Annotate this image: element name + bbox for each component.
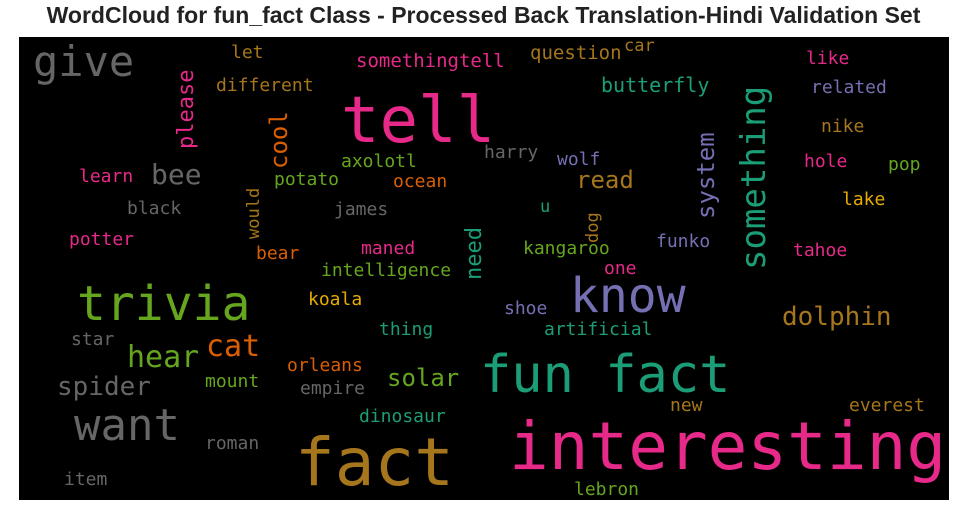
wordcloud-canvas: interesting fact tell fun fact know trivia wan…	[19, 37, 949, 500]
word-cool: cool	[265, 111, 293, 169]
word-koala: koala	[308, 289, 363, 310]
word-trivia: trivia	[77, 276, 251, 332]
word-james: james	[334, 199, 389, 220]
word-dolphin: dolphin	[782, 302, 892, 332]
word-kangaroo: kangaroo	[523, 238, 610, 259]
word-read: read	[576, 166, 634, 194]
word-item: item	[64, 469, 108, 490]
word-tell: tell	[341, 84, 496, 158]
word-related: related	[811, 77, 887, 98]
word-cat: cat	[206, 329, 261, 364]
word-spider: spider	[57, 372, 151, 402]
word-bee: bee	[151, 158, 202, 191]
word-empire: empire	[300, 378, 366, 399]
word-system: system	[692, 132, 720, 219]
word-potter: potter	[69, 229, 135, 250]
word-nike: nike	[821, 116, 865, 137]
word-hear: hear	[127, 340, 200, 375]
word-wolf: wolf	[557, 149, 601, 170]
word-shoe: shoe	[504, 298, 548, 319]
word-know: know	[570, 268, 686, 324]
word-harry: harry	[484, 142, 539, 163]
word-u: u	[540, 197, 551, 217]
word-ocean: ocean	[393, 171, 448, 192]
word-mount: mount	[205, 371, 260, 392]
word-please: please	[174, 69, 199, 149]
word-like: like	[806, 48, 850, 69]
word-need: need	[462, 227, 487, 280]
word-black: black	[127, 198, 182, 219]
word-hole: hole	[804, 151, 848, 172]
word-star: star	[71, 329, 115, 350]
word-new: new	[670, 395, 703, 416]
word-funko: funko	[656, 231, 711, 252]
chart-title: WordCloud for fun_fact Class - Processed…	[46, 2, 921, 28]
word-fun-fact: fun fact	[480, 345, 731, 405]
word-somethingtell: somethingtell	[356, 50, 505, 72]
word-orleans: orleans	[287, 355, 363, 376]
word-give: give	[33, 37, 135, 86]
word-one: one	[604, 258, 637, 279]
word-thing: thing	[379, 319, 434, 340]
word-lake: lake	[842, 189, 886, 210]
word-dinosaur: dinosaur	[359, 406, 446, 427]
word-interesting: interesting	[509, 408, 947, 485]
word-everest: everest	[849, 395, 925, 416]
word-car: car	[624, 37, 655, 56]
word-axolotl: axolotl	[341, 151, 417, 172]
word-fact: fact	[295, 424, 454, 500]
word-would: would	[244, 187, 264, 239]
word-artificial: artificial	[544, 319, 653, 340]
word-potato: potato	[274, 169, 340, 190]
word-butterfly: butterfly	[601, 73, 710, 97]
word-roman: roman	[205, 433, 260, 454]
word-solar: solar	[387, 364, 460, 392]
word-lebron: lebron	[574, 479, 640, 500]
word-want: want	[74, 400, 180, 451]
word-tahoe: tahoe	[793, 240, 848, 261]
word-bear: bear	[256, 243, 300, 264]
word-pop: pop	[888, 154, 921, 175]
word-maned: maned	[361, 238, 416, 259]
word-let: let	[231, 42, 264, 63]
word-something: something	[734, 85, 774, 270]
word-different: different	[216, 75, 314, 96]
word-learn: learn	[79, 166, 134, 187]
word-intelligence: intelligence	[321, 260, 452, 281]
word-question: question	[530, 42, 622, 64]
